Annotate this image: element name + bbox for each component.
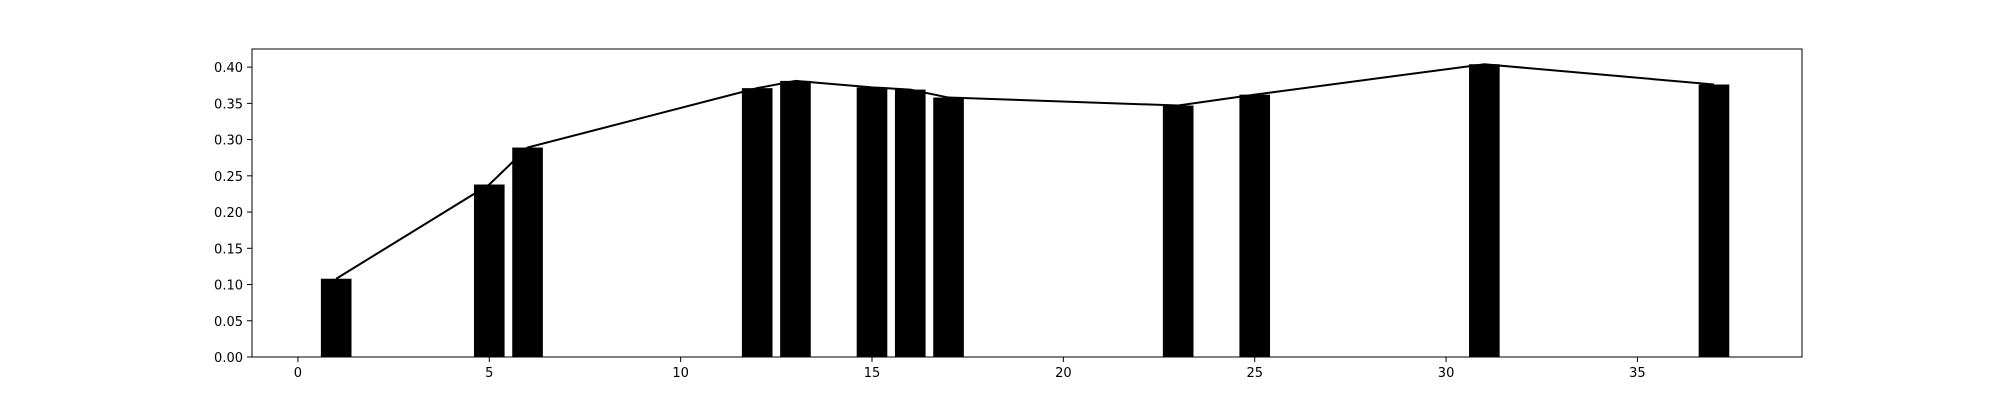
bar: [1698, 84, 1730, 357]
x-tick-label: 15: [864, 366, 881, 381]
y-axis: 0.00 0.05 0.10 0.15 0.20 0.25 0.30 0.35 0.40: [214, 61, 252, 366]
line-layer: [335, 63, 1715, 280]
bar: [741, 88, 773, 357]
x-tick-label: 25: [1246, 366, 1263, 381]
bar: [1469, 64, 1500, 358]
y-tick-label: 0.35: [214, 97, 243, 112]
y-tick-label: 0.20: [214, 206, 243, 221]
y-tick-label: 0.05: [214, 315, 243, 330]
bar: [933, 97, 964, 357]
plot-frame: [251, 48, 1803, 358]
bars-layer: [320, 64, 1730, 358]
x-tick-label: 20: [1055, 366, 1072, 381]
y-tick-label: 0.10: [214, 279, 243, 294]
bar: [320, 278, 352, 357]
bar: [473, 184, 505, 357]
y-tick-label: 0.15: [214, 242, 243, 257]
x-tick-label: 10: [672, 366, 689, 381]
bar: [780, 80, 811, 358]
bar: [1239, 94, 1271, 358]
x-tick-label: 30: [1438, 366, 1455, 381]
x-tick-label: 0: [294, 366, 302, 381]
x-tick-label: 5: [485, 366, 493, 381]
bar: [512, 147, 543, 357]
y-tick-label: 0.30: [214, 134, 243, 149]
y-tick-label: 0.40: [214, 61, 243, 76]
bar: [894, 89, 926, 357]
y-tick-label: 0.00: [214, 351, 243, 366]
series-line: [335, 63, 1715, 280]
x-axis: 0 5 10 15 20 25 30 35: [294, 357, 1646, 381]
x-tick-label: 35: [1629, 366, 1646, 381]
y-tick-label: 0.25: [214, 170, 243, 185]
bar: [1162, 105, 1194, 357]
bar: [856, 87, 888, 357]
